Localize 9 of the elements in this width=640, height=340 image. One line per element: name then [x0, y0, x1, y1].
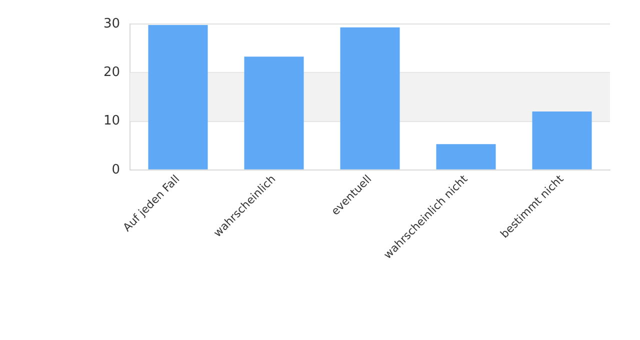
bar: [244, 56, 304, 170]
bar: [148, 24, 208, 170]
bar: [340, 27, 400, 170]
y-tick-label: 30: [103, 16, 120, 32]
y-tick-label: 10: [103, 114, 120, 129]
bar: [436, 144, 496, 170]
y-tick-label: 20: [103, 65, 120, 80]
y-tick-label: 0: [112, 162, 120, 178]
bar: [532, 112, 592, 170]
